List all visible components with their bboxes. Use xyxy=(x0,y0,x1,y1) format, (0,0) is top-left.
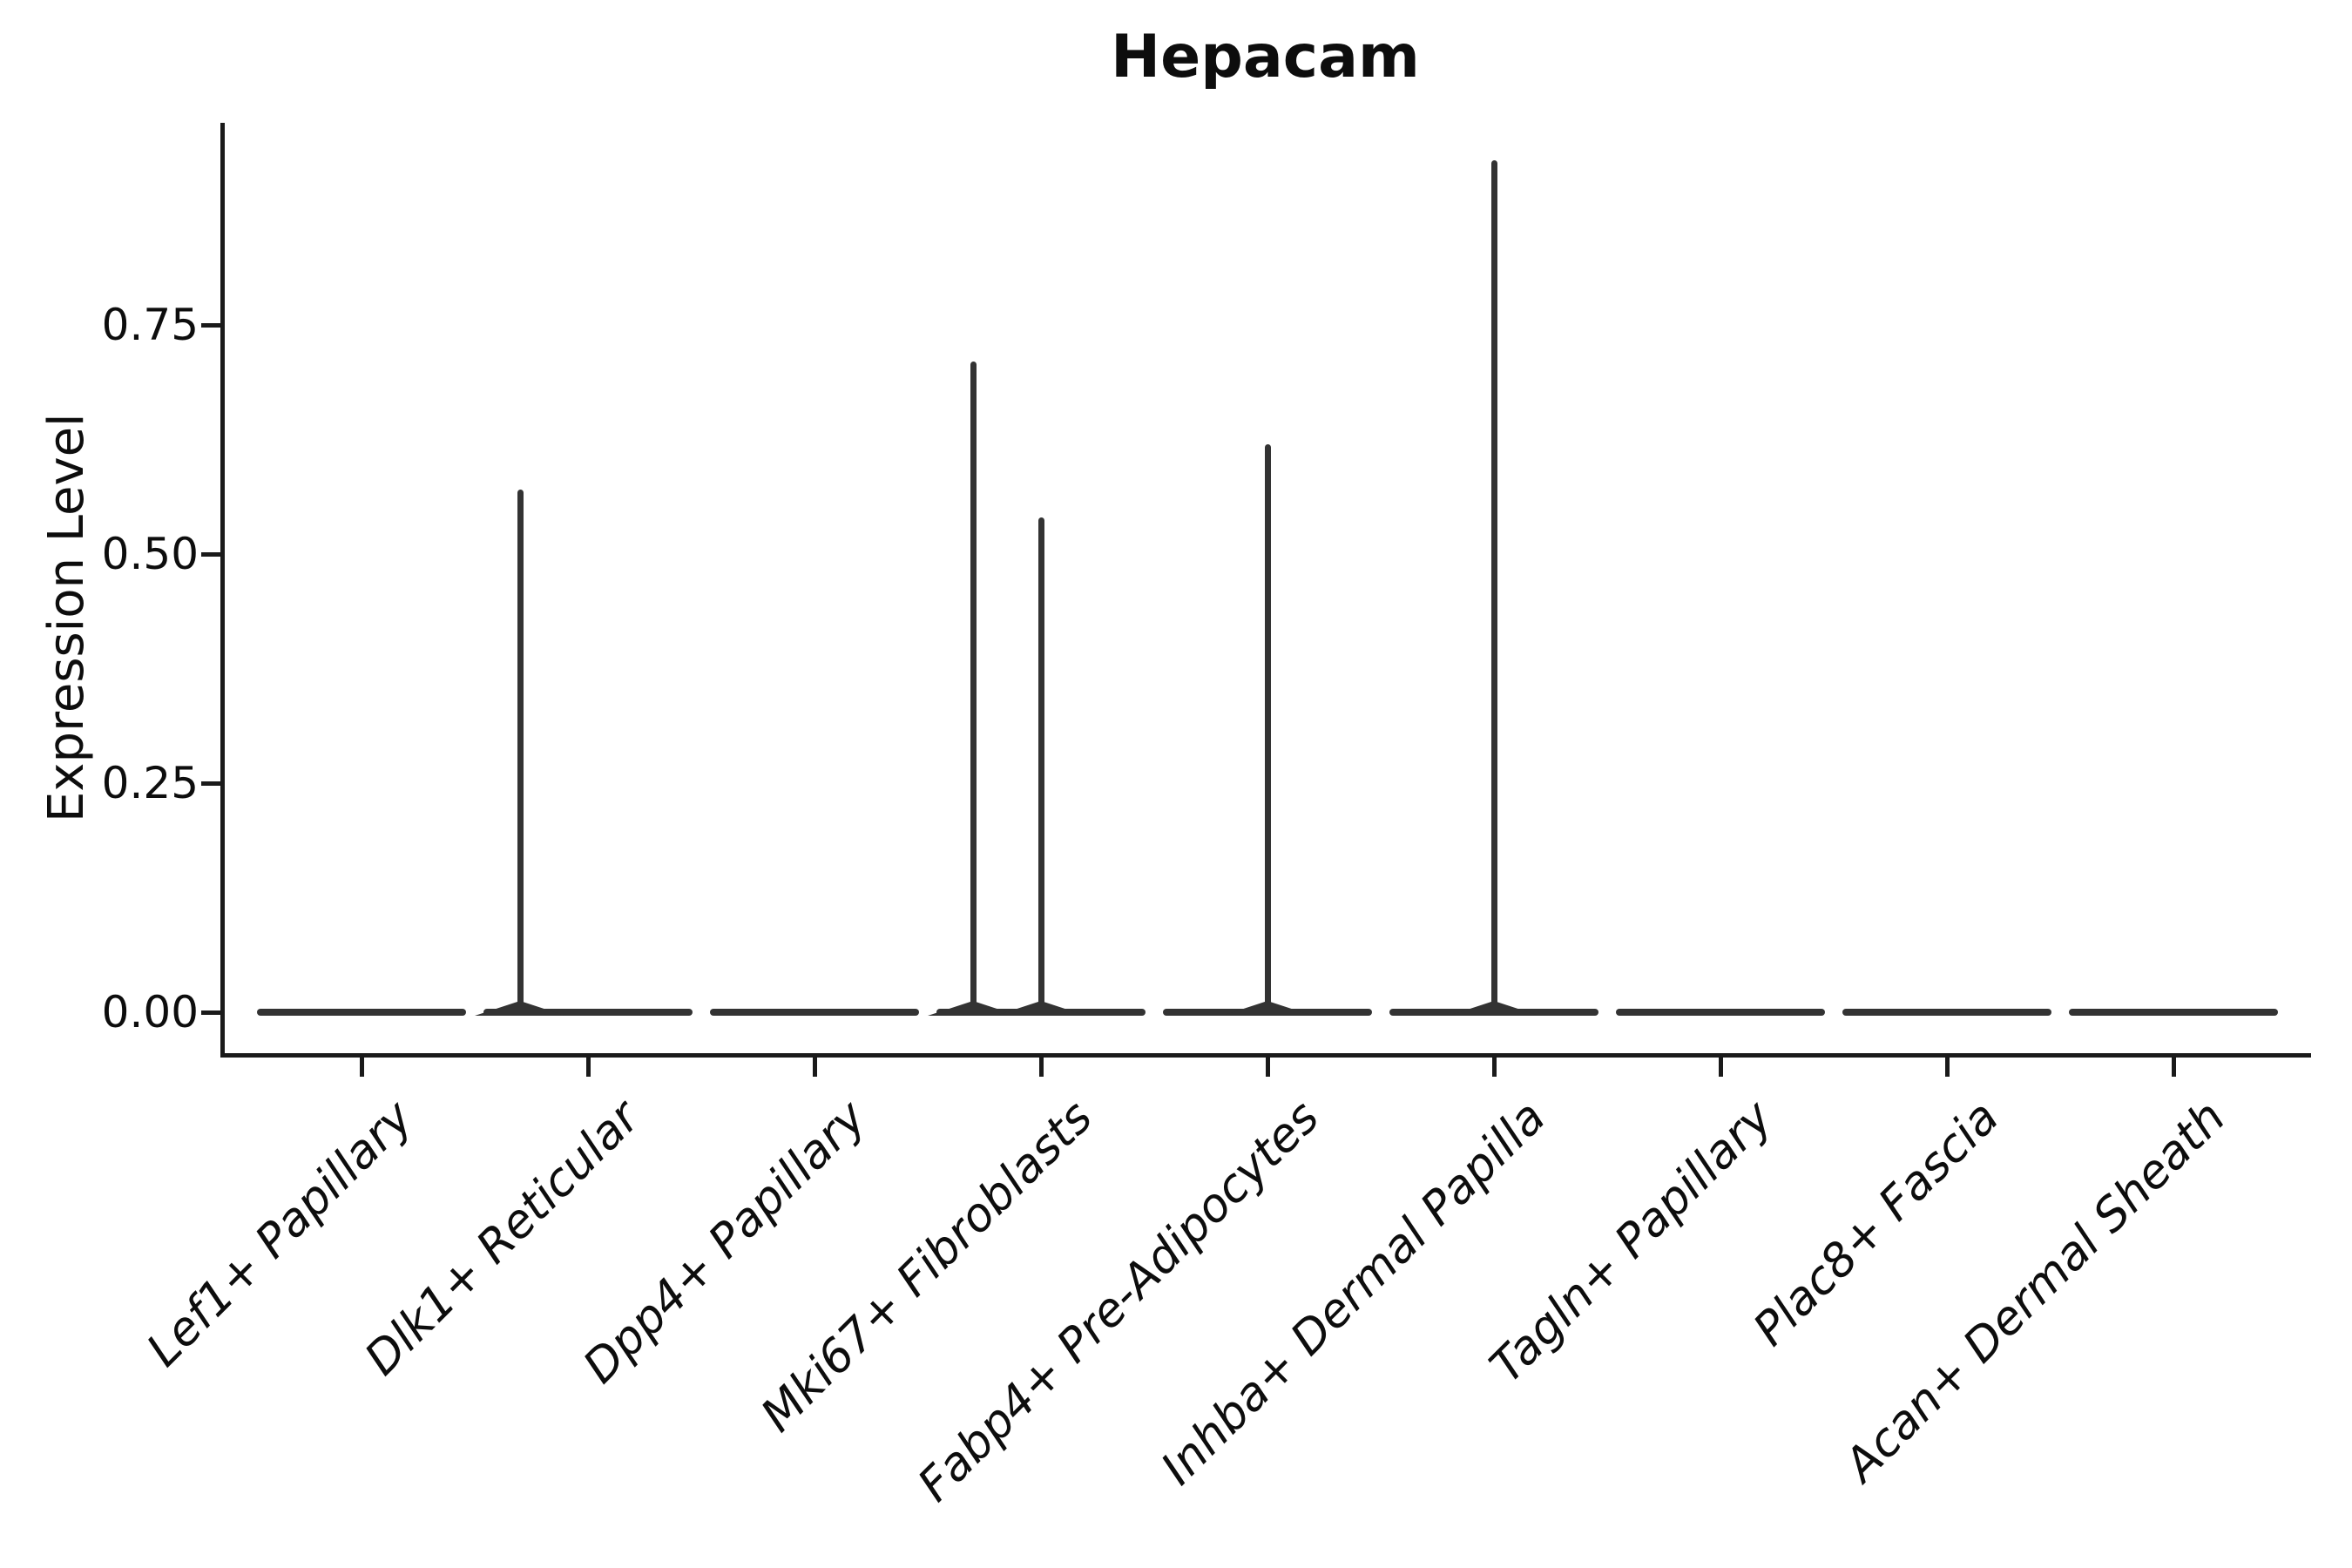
violin-spike-6 xyxy=(1490,159,1497,1016)
violin-body-9 xyxy=(2069,1009,2278,1016)
violin-spike-2 xyxy=(517,490,524,1016)
violin-body-8 xyxy=(1842,1009,2051,1016)
x-category-label: Acan+ Dermal Sheath xyxy=(1834,1091,2236,1492)
violin-spike-base-2 xyxy=(475,1001,565,1016)
y-axis-spine xyxy=(220,123,225,1058)
y-tick-label: 0.00 xyxy=(101,987,199,1037)
y-axis-tick xyxy=(201,323,220,328)
violin-body-7 xyxy=(1616,1009,1825,1016)
x-axis-spine xyxy=(220,1053,2311,1058)
y-tick-label: 0.25 xyxy=(101,758,199,808)
y-axis-label: Expression Level xyxy=(38,413,95,822)
x-category-label: Fabp4+ Pre-Adipocytes xyxy=(908,1091,1330,1512)
violin-spike-4 xyxy=(970,362,977,1016)
x-axis-tick xyxy=(1039,1058,1044,1077)
y-tick-label: 0.50 xyxy=(101,529,199,579)
x-axis-tick xyxy=(1945,1058,1950,1077)
y-axis-tick xyxy=(201,781,220,786)
violin-body-2 xyxy=(483,1009,693,1016)
violin-spike-5 xyxy=(1264,443,1271,1016)
x-category-label: Inhba+ Dermal Papilla xyxy=(1151,1091,1557,1496)
x-axis-tick xyxy=(1266,1058,1270,1077)
violin-spike-base-4 xyxy=(996,1001,1086,1016)
x-axis-tick xyxy=(813,1058,817,1077)
x-axis-tick xyxy=(2172,1058,2176,1077)
y-axis-tick xyxy=(201,552,220,557)
violin-spike-base-6 xyxy=(1449,1001,1539,1016)
x-axis-tick xyxy=(1719,1058,1723,1077)
violin-spike-base-5 xyxy=(1222,1001,1313,1016)
y-tick-label: 0.75 xyxy=(101,300,199,350)
violin-body-3 xyxy=(710,1009,919,1016)
violin-spike-4 xyxy=(1037,517,1044,1016)
plot-title: Hepacam xyxy=(1111,23,1420,91)
y-axis-tick xyxy=(201,1010,220,1015)
x-axis-tick xyxy=(1492,1058,1497,1077)
violin-body-1 xyxy=(257,1009,466,1016)
x-category-label: Plac8+ Fascia xyxy=(1743,1091,2010,1356)
x-axis-tick xyxy=(586,1058,591,1077)
x-axis-tick xyxy=(360,1058,364,1077)
